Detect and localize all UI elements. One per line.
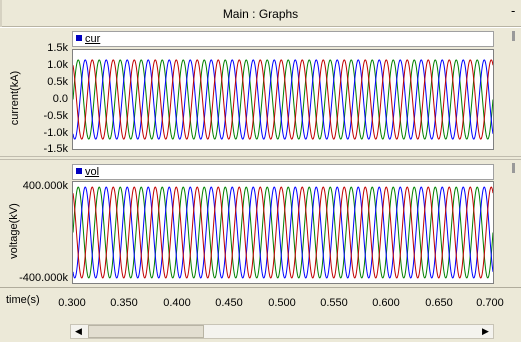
voltage-y-label: voltage(kV) <box>8 203 20 259</box>
minimize-button[interactable]: - <box>511 3 516 18</box>
x-tick-label: 0.450 <box>215 297 243 309</box>
current-legend-label[interactable]: cur <box>85 33 101 45</box>
title-bar: Main : Graphs - <box>0 0 521 27</box>
y-tick-label: 0.5k <box>47 76 68 88</box>
y-tick-label: 0.0 <box>52 93 68 105</box>
series-line-phase-1 <box>73 186 493 279</box>
voltage-vertical-scrollbar[interactable] <box>495 160 521 287</box>
series-line-phase-3 <box>73 59 493 140</box>
series-line-phase-2 <box>73 186 493 279</box>
y-tick-label: -1.5k <box>43 143 68 155</box>
x-tick-label: 0.500 <box>268 297 296 309</box>
x-tick-label: 0.600 <box>372 297 400 309</box>
voltage-waveform-chart <box>73 186 493 279</box>
x-axis-label: time(s) <box>6 294 40 306</box>
x-tick-label: 0.300 <box>58 297 86 309</box>
horizontal-scrollbar: ◀ ▶ <box>0 315 521 342</box>
horizontal-scroll-thumb[interactable] <box>88 325 204 338</box>
time-axis: time(s) 0.300 0.350 0.400 0.450 0.500 0.… <box>0 287 521 315</box>
x-tick-label: 0.700 <box>476 297 504 309</box>
title-bar-edge <box>0 0 2 27</box>
y-tick-label: 1.5k <box>47 42 68 54</box>
voltage-legend-label[interactable]: vol <box>85 166 100 178</box>
scroll-right-icon[interactable]: ▶ <box>482 326 489 336</box>
current-waveform-chart <box>73 59 493 140</box>
y-tick-label: 400.000k <box>22 180 68 192</box>
x-tick-label: 0.550 <box>320 297 348 309</box>
y-tick-label: -400.000k <box>19 272 68 284</box>
voltage-legend[interactable]: vol <box>72 164 494 180</box>
series-line-phase-2 <box>73 59 493 140</box>
current-plot-area[interactable] <box>72 49 494 150</box>
x-tick-label: 0.400 <box>163 297 191 309</box>
y-tick-label: -0.5k <box>43 110 68 122</box>
scroll-thumb[interactable] <box>512 31 515 41</box>
legend-marker-icon <box>76 168 82 174</box>
x-tick-label: 0.650 <box>425 297 453 309</box>
x-tick-label: 0.350 <box>110 297 138 309</box>
y-tick-label: 1.0k <box>47 59 68 71</box>
series-line-phase-1 <box>73 59 493 140</box>
current-y-label: current(kA) <box>9 70 21 126</box>
current-legend[interactable]: cur <box>72 31 494 47</box>
scroll-left-icon[interactable]: ◀ <box>75 326 82 336</box>
current-vertical-scrollbar[interactable] <box>495 28 521 156</box>
panel-divider[interactable] <box>0 156 521 160</box>
series-line-phase-3 <box>73 186 493 279</box>
legend-marker-icon <box>76 35 82 41</box>
voltage-plot-area[interactable] <box>72 181 494 284</box>
y-tick-label: -1.0k <box>43 127 68 139</box>
scroll-thumb[interactable] <box>512 163 515 173</box>
window-title: Main : Graphs <box>222 7 299 21</box>
